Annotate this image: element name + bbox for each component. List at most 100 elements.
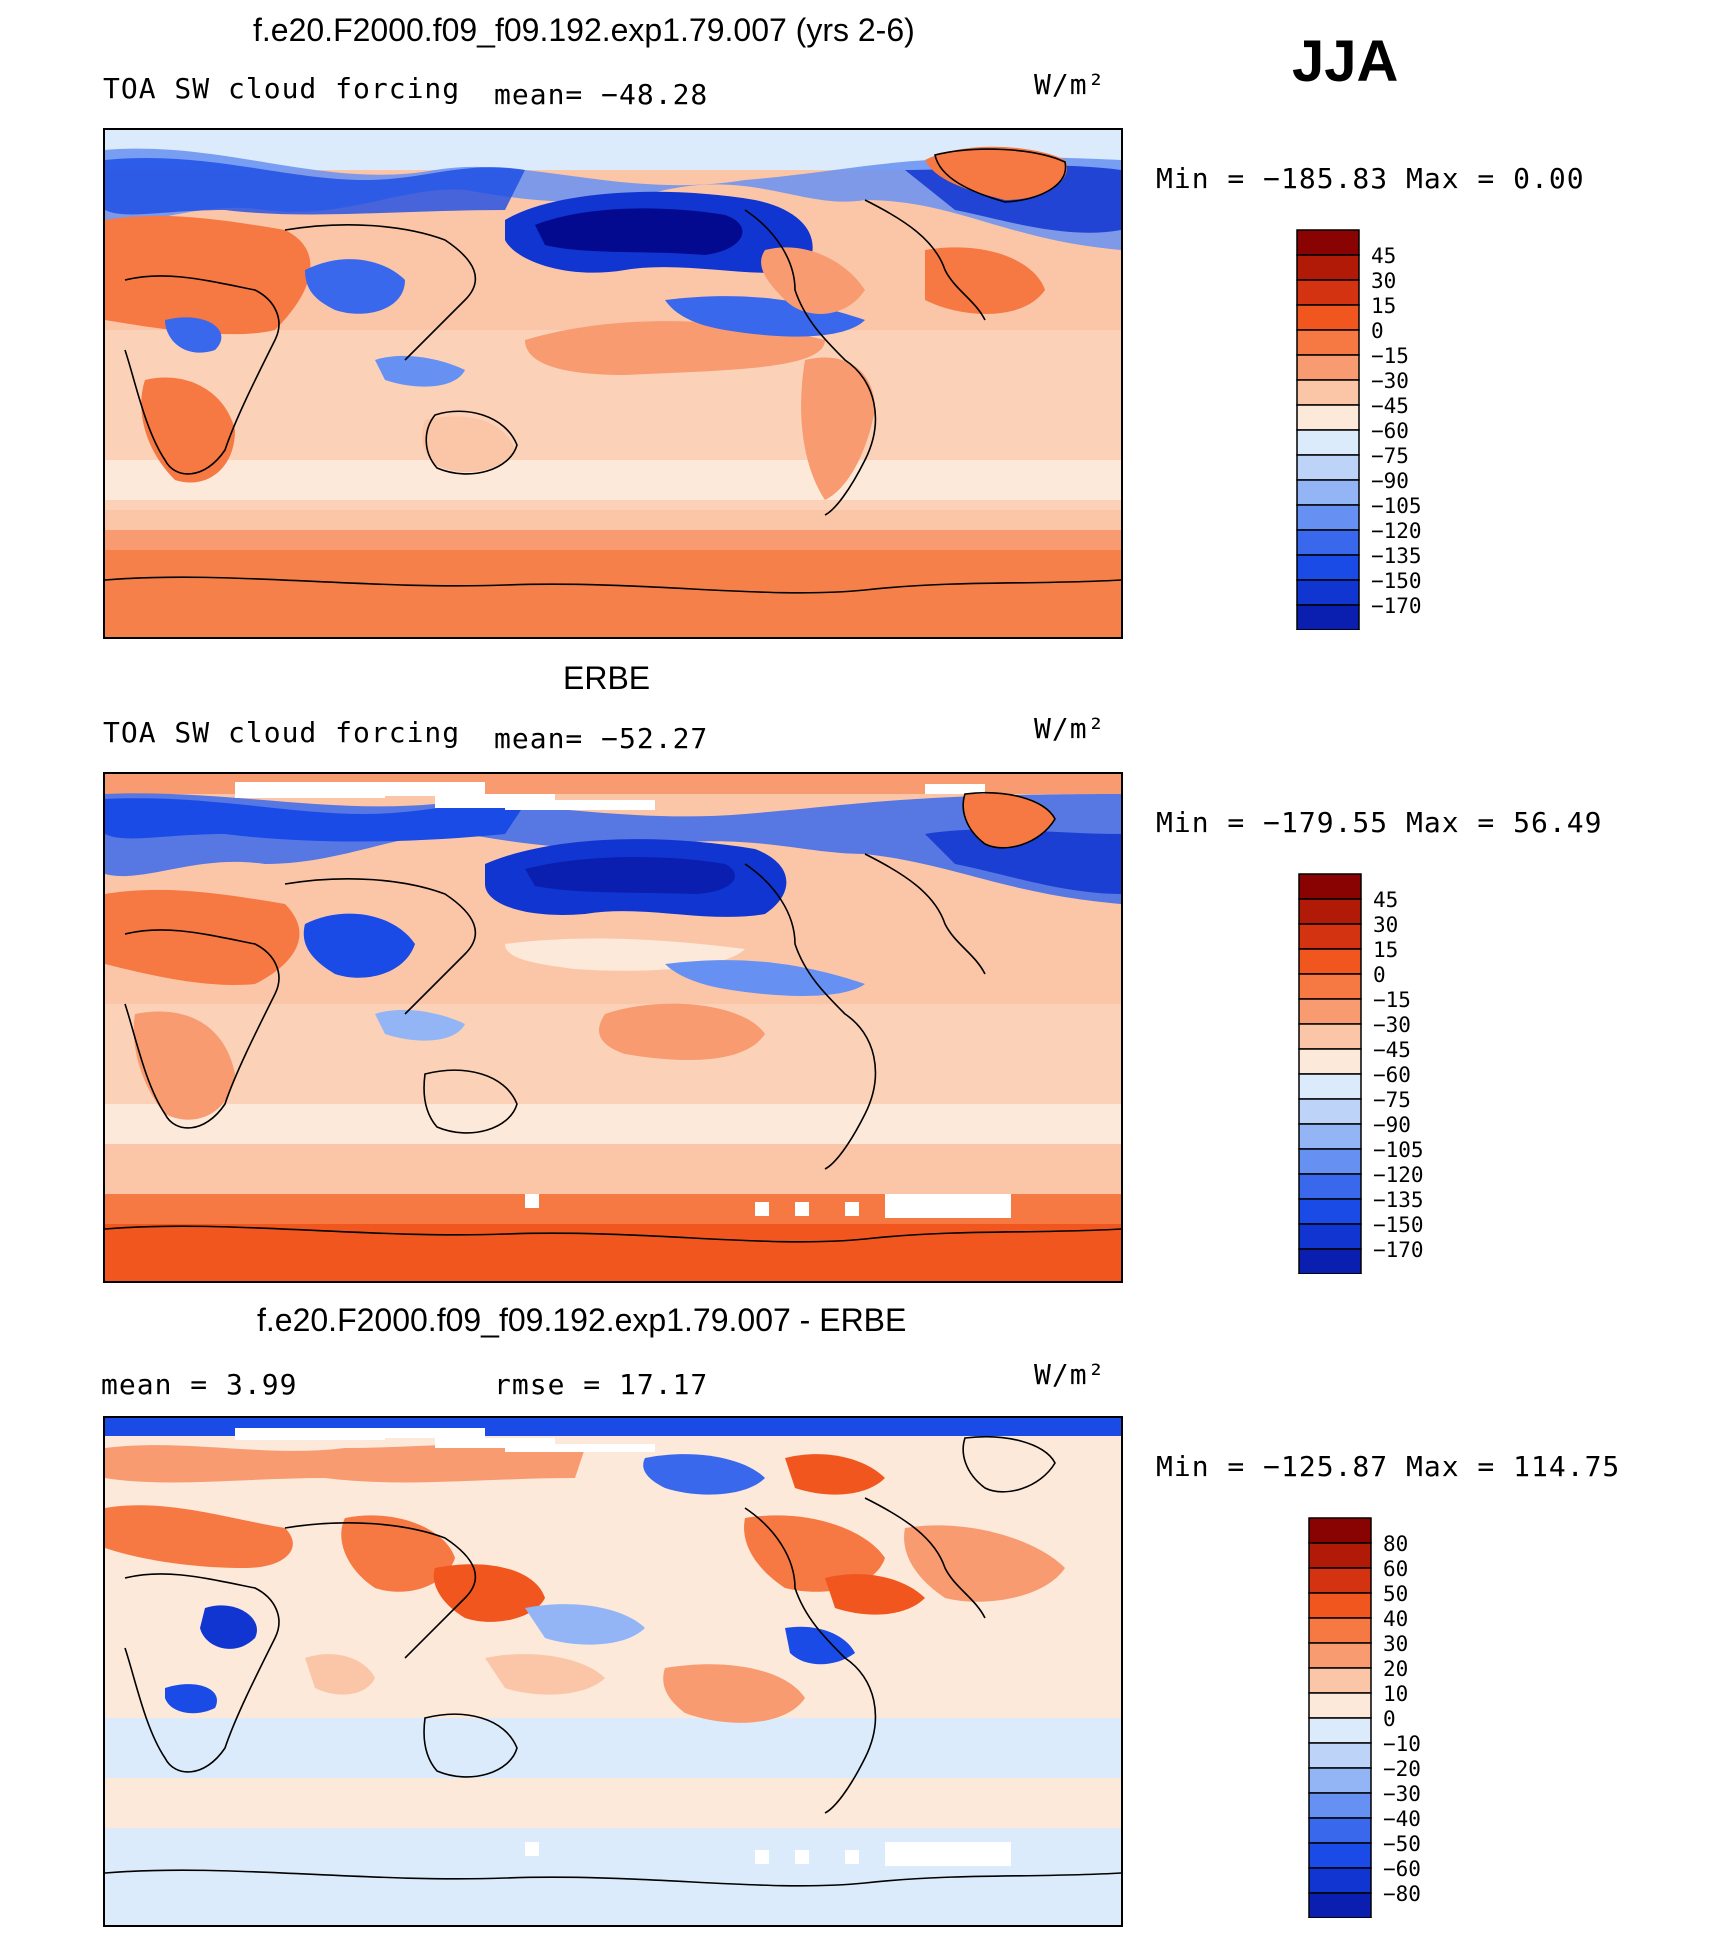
- colorbar-swatch: [1298, 973, 1362, 1000]
- colorbar: 80 60 50 40 30 20 10 0 −10 −20 −30 −40 −50 −60 −80: [1307, 1516, 1447, 1918]
- colorbar-tick-label: −20: [1383, 1757, 1421, 1781]
- map-model-svg: [105, 130, 1121, 637]
- colorbar-tick-label: 45: [1373, 888, 1398, 912]
- colorbar-swatch: [1296, 279, 1360, 306]
- colorbar-tick-label: −10: [1383, 1732, 1421, 1756]
- colorbar-swatch: [1308, 1592, 1372, 1619]
- colorbar-tick-label: 30: [1371, 269, 1396, 293]
- map-obs: [103, 772, 1123, 1283]
- colorbar-svg: 4530150−15−30−45−60−75−90−105−120−135−15…: [1296, 229, 1422, 630]
- colorbar-tick-label: −90: [1371, 469, 1409, 493]
- colorbar-tick-label: −45: [1373, 1038, 1411, 1062]
- colorbar-swatch: [1296, 454, 1360, 481]
- colorbar-tick-label: −105: [1371, 494, 1422, 518]
- colorbar-tick-label: −120: [1371, 519, 1422, 543]
- colorbar-swatch: [1308, 1692, 1372, 1719]
- colorbar-tick-label: 80: [1383, 1532, 1408, 1556]
- colorbar-tick-label: −15: [1371, 344, 1409, 368]
- mean-value: mean = 3.99: [101, 1368, 298, 1401]
- colorbar-swatch: [1298, 1073, 1362, 1100]
- colorbar-tick-label: −135: [1371, 544, 1422, 568]
- colorbar-tick-label: −80: [1383, 1882, 1421, 1906]
- colorbar-swatch: [1296, 229, 1360, 256]
- variable-label: TOA SW cloud forcing: [103, 716, 461, 749]
- colorbar-tick-label: −50: [1383, 1832, 1421, 1856]
- panel-title: ERBE: [563, 660, 651, 696]
- colorbar-tick-label: 20: [1383, 1657, 1408, 1681]
- colorbar-tick-label: 15: [1373, 938, 1398, 962]
- colorbar-swatch: [1296, 429, 1360, 456]
- colorbar-swatch: [1296, 379, 1360, 406]
- colorbar-svg: 4530150−15−30−45−60−75−90−105−120−135−15…: [1298, 873, 1424, 1274]
- colorbar-swatch: [1308, 1817, 1372, 1844]
- colorbar-swatch: [1296, 354, 1360, 381]
- colorbar-tick-label: −30: [1371, 369, 1409, 393]
- colorbar-swatch: [1296, 254, 1360, 281]
- colorbar-tick-label: −60: [1371, 419, 1409, 443]
- colorbar-tick-label: 30: [1383, 1632, 1408, 1656]
- units-label: W/m²: [1034, 1358, 1106, 1391]
- colorbar-tick-label: −150: [1373, 1213, 1424, 1237]
- colorbar-swatch: [1298, 1098, 1362, 1125]
- season-label: JJA: [1292, 29, 1399, 94]
- colorbar-tick-label: −40: [1383, 1807, 1421, 1831]
- colorbar-tick-label: −170: [1371, 594, 1422, 618]
- colorbar-swatch: [1308, 1892, 1372, 1918]
- colorbar-swatch: [1296, 479, 1360, 506]
- colorbar-tick-label: −45: [1371, 394, 1409, 418]
- colorbar-tick-label: −135: [1373, 1188, 1424, 1212]
- panel-title: f.e20.F2000.f09_f09.192.exp1.79.007 - ER…: [257, 1302, 907, 1338]
- variable-label: TOA SW cloud forcing: [103, 72, 461, 105]
- mean-value: mean= −52.27: [494, 722, 709, 755]
- colorbar-swatch: [1298, 898, 1362, 925]
- colorbar-swatch: [1298, 1223, 1362, 1250]
- colorbar-tick-label: −15: [1373, 988, 1411, 1012]
- colorbar-tick-label: 60: [1383, 1557, 1408, 1581]
- colorbar-tick-label: −60: [1373, 1063, 1411, 1087]
- colorbar-swatch: [1308, 1517, 1372, 1544]
- colorbar-tick-label: −170: [1373, 1238, 1424, 1262]
- colorbar-swatch: [1298, 1198, 1362, 1225]
- colorbar-swatch: [1296, 504, 1360, 531]
- colorbar-swatch: [1298, 1173, 1362, 1200]
- colorbar-tick-label: 50: [1383, 1582, 1408, 1606]
- colorbar-tick-label: 45: [1371, 244, 1396, 268]
- colorbar-tick-label: −30: [1373, 1013, 1411, 1037]
- colorbar-swatch: [1296, 554, 1360, 581]
- units-label: W/m²: [1034, 68, 1106, 101]
- colorbar-tick-label: 10: [1383, 1682, 1408, 1706]
- colorbar-swatch: [1296, 304, 1360, 331]
- colorbar-swatch: [1308, 1667, 1372, 1694]
- colorbar-swatch: [1298, 1048, 1362, 1075]
- colorbar-swatch: [1308, 1642, 1372, 1669]
- colorbar-tick-label: −150: [1371, 569, 1422, 593]
- colorbar-swatch: [1298, 1123, 1362, 1150]
- colorbar-tick-label: −60: [1383, 1857, 1421, 1881]
- rmse-value: rmse = 17.17: [494, 1368, 709, 1401]
- colorbar: 45 30 15 0 −15 −30 −45 −60 −75 −90 −105 −120 −135 −15…: [1295, 228, 1435, 630]
- colorbar-swatch: [1298, 1023, 1362, 1050]
- colorbar-swatch: [1296, 604, 1360, 630]
- colorbar-tick-label: 0: [1373, 963, 1386, 987]
- colorbar-swatch: [1296, 329, 1360, 356]
- colorbar-swatch: [1308, 1567, 1372, 1594]
- colorbar-swatch: [1308, 1617, 1372, 1644]
- min-max-readout: Min = −125.87 Max = 114.75: [1156, 1450, 1621, 1483]
- map-model: [103, 128, 1123, 639]
- colorbar-swatch: [1308, 1767, 1372, 1794]
- colorbar-swatch: [1298, 1148, 1362, 1175]
- colorbar-swatch: [1298, 873, 1362, 900]
- panel-title: f.e20.F2000.f09_f09.192.exp1.79.007 (yrs…: [253, 12, 915, 48]
- colorbar-tick-label: 0: [1383, 1707, 1396, 1731]
- colorbar-tick-label: −105: [1373, 1138, 1424, 1162]
- colorbar-tick-label: 30: [1373, 913, 1398, 937]
- colorbar-tick-label: −75: [1373, 1088, 1411, 1112]
- colorbar-tick-label: −30: [1383, 1782, 1421, 1806]
- colorbar-tick-label: 0: [1371, 319, 1384, 343]
- map-difference-svg: [105, 1418, 1121, 1925]
- colorbar-swatch: [1308, 1867, 1372, 1894]
- colorbar-swatch: [1296, 529, 1360, 556]
- colorbar-swatch: [1298, 948, 1362, 975]
- colorbar-tick-label: −75: [1371, 444, 1409, 468]
- colorbar-swatch: [1298, 923, 1362, 950]
